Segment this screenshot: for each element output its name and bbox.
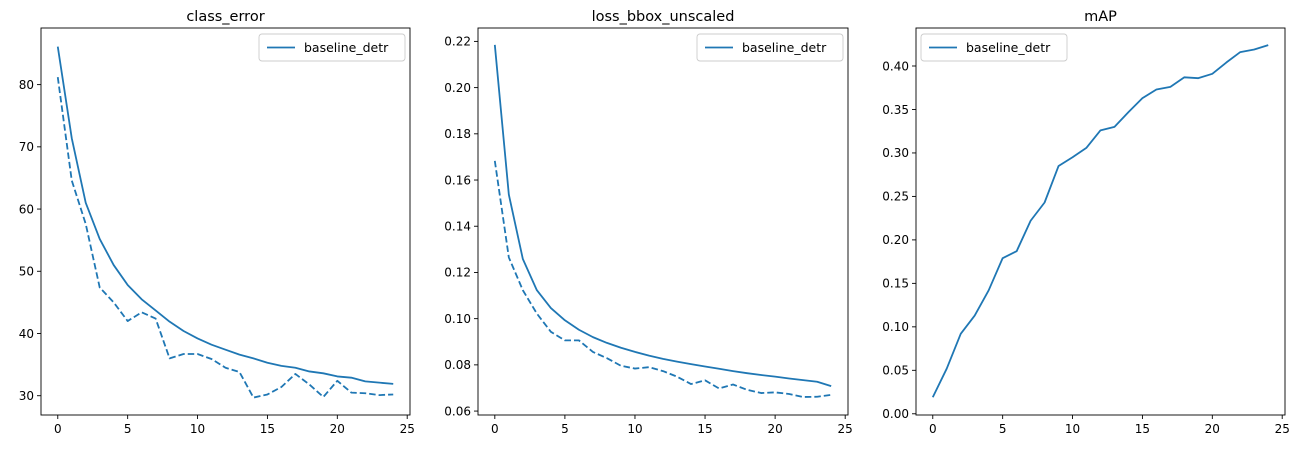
y-tick-label: 0.25 [882, 190, 909, 204]
y-tick-label: 0.14 [444, 220, 471, 234]
legend: baseline_detr [696, 33, 844, 62]
chart-title: mAP [1084, 9, 1117, 25]
x-tick-label: 15 [260, 422, 275, 436]
x-tick-label: 0 [929, 422, 937, 436]
axes-frame [915, 27, 1286, 416]
chart-panel-3: mAP 0 5 10 15 20 25 0.00 0.05 0.10 0.15 0.20 0.25 0.3… [882, 9, 1290, 436]
y-tick-label: 0.22 [444, 35, 471, 49]
y-tick-label: 50 [19, 265, 34, 279]
chart-panel-2: loss_bbox_unscaled 0 5 10 15 20 25 0.06 0.08 0.10… [444, 9, 853, 436]
y-tick-label: 0.20 [882, 233, 909, 247]
y-tick-label: 0.00 [882, 407, 909, 421]
axes-frame [477, 27, 849, 416]
series-line [493, 44, 832, 387]
y-tick-label: 30 [19, 389, 34, 403]
y-tick-label: 0.30 [882, 146, 909, 160]
legend-box [696, 33, 844, 62]
x-tick-label: 20 [767, 422, 782, 436]
x-tick-label: 10 [190, 422, 205, 436]
series-line-dashed [56, 77, 394, 399]
axes-frame [40, 27, 411, 416]
legend: baseline_detr [920, 33, 1068, 62]
y-tick-label: 0.10 [444, 312, 471, 326]
series-line [56, 46, 394, 385]
y-tick-label: 0.40 [882, 59, 909, 73]
x-tick-label: 10 [627, 422, 642, 436]
y-tick-label: 0.15 [882, 277, 909, 291]
y-tick-label: 0.12 [444, 266, 471, 280]
x-tick-label: 5 [999, 422, 1007, 436]
series-line [931, 44, 1269, 398]
series-line-dashed [493, 160, 832, 398]
y-tick-label: 0.35 [882, 103, 909, 117]
x-tick-label: 5 [561, 422, 569, 436]
legend-box [920, 33, 1068, 62]
x-tick-label: 25 [1275, 422, 1290, 436]
legend: baseline_detr [258, 33, 406, 62]
chart-title: loss_bbox_unscaled [592, 9, 735, 25]
x-tick-label: 15 [697, 422, 712, 436]
y-tick-label: 70 [19, 140, 34, 154]
x-tick-label: 0 [491, 422, 499, 436]
x-tick-label: 10 [1065, 422, 1080, 436]
legend-box [258, 33, 406, 62]
y-tick-label: 0.05 [882, 364, 909, 378]
x-tick-label: 5 [124, 422, 132, 436]
x-tick-label: 0 [54, 422, 62, 436]
y-tick-label: 0.08 [444, 358, 471, 372]
legend-label: baseline_detr [966, 40, 1051, 55]
y-tick-label: 0.20 [444, 81, 471, 95]
chart-panel-1: class_error 0 5 10 15 20 25 30 40 50 60 70 80 baselin… [19, 9, 415, 436]
x-tick-label: 25 [838, 422, 853, 436]
x-tick-label: 20 [330, 422, 345, 436]
y-tick-label: 80 [19, 78, 34, 92]
y-tick-label: 0.18 [444, 127, 471, 141]
chart-title: class_error [186, 9, 264, 25]
y-tick-label: 0.06 [444, 404, 471, 418]
x-tick-label: 20 [1205, 422, 1220, 436]
legend-label: baseline_detr [742, 40, 827, 55]
y-tick-label: 0.10 [882, 320, 909, 334]
legend-label: baseline_detr [304, 40, 389, 55]
x-tick-label: 25 [400, 422, 415, 436]
x-tick-label: 15 [1135, 422, 1150, 436]
y-tick-label: 60 [19, 202, 34, 216]
y-tick-label: 40 [19, 327, 34, 341]
y-tick-label: 0.16 [444, 173, 471, 187]
